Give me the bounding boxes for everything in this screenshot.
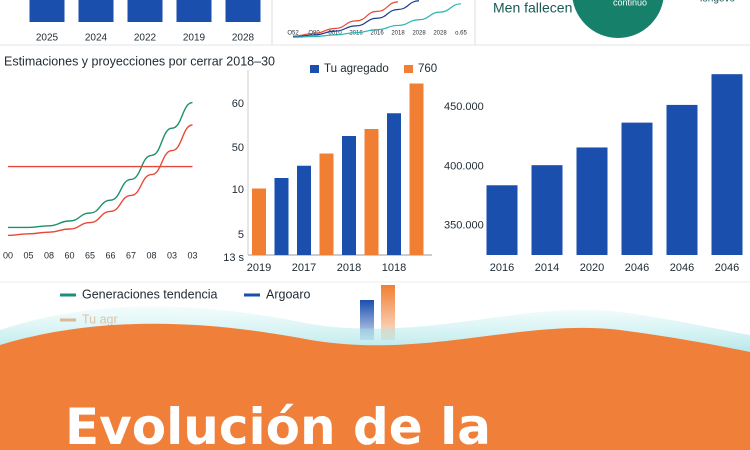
x-tick-label: 2014 [535, 262, 559, 274]
bar [127, 0, 163, 22]
legend-label: Tu agregado [324, 63, 389, 75]
decor-bar [381, 285, 395, 340]
bar [319, 153, 334, 255]
x-tick-label: 2019 [183, 33, 206, 44]
x-tick-label: 2028 [433, 31, 447, 37]
bar [364, 129, 379, 255]
charts: 2025 2024 2022 2019 2028 O52 O80 0010 2016 2016 20… [3, 0, 743, 326]
x-tick-label: 2018 [337, 262, 361, 274]
y-tick-label: 400.000 [444, 160, 484, 172]
x-tick-label: 2046 [670, 262, 694, 274]
badge-text: Men fallecen [493, 0, 572, 16]
bar [252, 188, 266, 255]
x-tick-label: 05 [23, 250, 33, 260]
bar [576, 147, 608, 255]
line [8, 101, 193, 229]
x-tick-label: 2016 [490, 262, 514, 274]
badge-circle [572, 0, 664, 38]
bar [225, 0, 261, 22]
x-tick-label: 03 [187, 250, 197, 260]
x-tick-label: 08 [146, 250, 156, 260]
x-tick-label: 2025 [36, 33, 59, 44]
y-axis-label: 60 [232, 98, 244, 110]
y-tick-label: 450.000 [444, 101, 484, 113]
line [292, 0, 420, 38]
bar [486, 185, 518, 255]
badge-text: longevo [700, 0, 735, 5]
x-tick-label: 65 [85, 250, 95, 260]
x-tick-label: 2018 [391, 31, 405, 37]
bar [78, 0, 114, 22]
x-tick-label: 67 [126, 250, 136, 260]
x-tick-label: 1018 [382, 262, 406, 274]
bar [711, 74, 743, 255]
legend-label: Generaciones tendencia [82, 287, 218, 301]
line [7, 124, 193, 237]
legend-label: Argoaro [266, 287, 311, 301]
y-axis-label: 10 [232, 184, 244, 196]
x-tick-label: 2046 [625, 262, 649, 274]
bar [387, 113, 401, 255]
bar [297, 165, 311, 255]
badge-circle-text: continuo [613, 0, 647, 7]
legend-swatch [310, 65, 319, 73]
bar [342, 136, 356, 255]
x-tick-label: 2016 [370, 31, 384, 37]
banner-title: Evolución de la [65, 398, 491, 450]
y-axis-label: 5 [238, 229, 244, 241]
x-tick-label: 2017 [292, 262, 316, 274]
banner [0, 323, 750, 450]
bar [621, 122, 653, 256]
x-tick-label: 66 [105, 250, 115, 260]
legend-swatch [404, 65, 413, 73]
x-tick-label: o.65 [455, 31, 467, 37]
bar [274, 178, 289, 255]
x-tick-label: 0010 [328, 31, 342, 37]
x-tick-label: 2046 [715, 262, 739, 274]
bar [666, 104, 698, 255]
x-tick-label: 60 [64, 250, 74, 260]
x-tick-label: 00 [3, 250, 13, 260]
line [292, 1, 399, 37]
bar [29, 0, 65, 22]
x-tick-label: O52 [287, 31, 299, 37]
x-tick-label: 08 [44, 250, 54, 260]
x-tick-label: 2024 [85, 33, 108, 44]
bar [409, 83, 424, 255]
bar [531, 165, 563, 255]
x-tick-label: 2022 [134, 33, 157, 44]
y-axis-label: 50 [232, 142, 244, 154]
x-tick-label: 2028 [412, 31, 426, 37]
y-axis-label: 13 s [223, 252, 244, 264]
y-tick-label: 350.000 [444, 219, 484, 231]
x-tick-label: 2019 [247, 262, 271, 274]
legend-label: 760 [418, 63, 437, 75]
x-tick-label: 2028 [232, 33, 255, 44]
chart-title: Estimaciones y proyecciones por cerrar 2… [4, 54, 275, 68]
line [292, 3, 462, 38]
bar [176, 0, 212, 22]
x-tick-label: 03 [167, 250, 177, 260]
x-tick-label: 2020 [580, 262, 604, 274]
x-tick-label: 2016 [349, 31, 363, 37]
